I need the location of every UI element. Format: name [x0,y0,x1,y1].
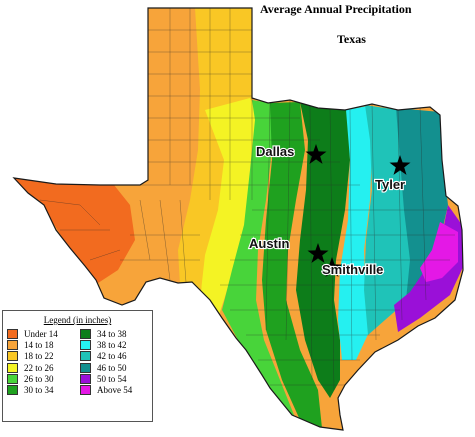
legend-item: 14 to 18 [7,339,58,350]
legend-swatch [7,362,18,373]
legend-label: 18 to 22 [24,351,54,362]
legend-swatch [7,385,18,396]
legend-label: 30 to 34 [24,385,54,396]
legend-label: 46 to 50 [97,362,127,373]
legend-item: Under 14 [7,328,58,339]
legend-box: Legend (in inches) Under 14 14 to 18 18 to… [2,310,153,422]
legend-swatch [7,373,18,384]
dallas-star-icon [305,144,327,164]
legend-item: 18 to 22 [7,351,58,362]
map-title: Average Annual Precipitation [260,2,412,16]
county-boundaries [39,8,455,391]
legend-swatch [80,339,91,350]
legend-label: 50 to 54 [97,373,127,384]
legend-label: 26 to 30 [24,373,54,384]
zone-18-22 [178,8,252,290]
zone-34-38 [296,102,350,398]
city-markers: Dallas Tyler Austin Smithville [248,143,411,278]
legend-label: 42 to 46 [97,351,127,362]
legend-swatch [7,339,18,350]
legend-swatch [80,373,91,384]
zone-38-42 [338,106,372,360]
city-label-dallas: Dallas [256,144,294,159]
legend-item: 34 to 38 [80,328,132,339]
legend-label: 38 to 42 [97,339,127,350]
legend-label: 14 to 18 [24,339,54,350]
city-label-austin: Austin [249,236,290,251]
tyler-star-icon [389,155,411,175]
legend-item: 46 to 50 [80,362,132,373]
zone-46-50 [396,108,448,310]
legend-item: 22 to 26 [7,362,58,373]
legend-item: Above 54 [80,384,133,396]
zone-22-26 [200,98,262,330]
state-outline [12,7,464,431]
legend-label: 34 to 38 [97,328,127,339]
smithville-star-icon [321,257,343,277]
legend-item: 50 to 54 [80,373,132,384]
legend-item: 38 to 42 [80,339,132,350]
legend-label: Above 54 [97,385,133,396]
legend-swatch [80,385,91,396]
legend-item: 42 to 46 [80,351,132,362]
legend-swatch [7,351,18,362]
map-subtitle: Texas [337,32,366,46]
legend-label: Under 14 [24,328,58,339]
legend-column-left: Under 14 14 to 18 18 to 22 22 to 26 26 to 30… [7,328,58,396]
zone-above-54 [420,222,458,282]
legend-item: 26 to 30 [7,373,58,384]
legend-swatch [80,351,91,362]
legend-swatch [80,328,91,339]
legend-column-right: 34 to 38 38 to 42 42 to 46 46 to 50 50 to 54… [80,328,132,396]
austin-star-icon [307,243,329,263]
legend-swatch [7,328,18,339]
city-label-smithville: Smithville [322,262,383,277]
legend-item: 30 to 34 [7,384,58,396]
city-label-tyler: Tyler [375,177,405,192]
zone-under-14 [14,178,135,285]
legend-title: Legend (in inches) [43,315,112,325]
legend-label: 22 to 26 [24,362,54,373]
zone-30-34 [262,102,322,428]
legend-swatch [80,362,91,373]
